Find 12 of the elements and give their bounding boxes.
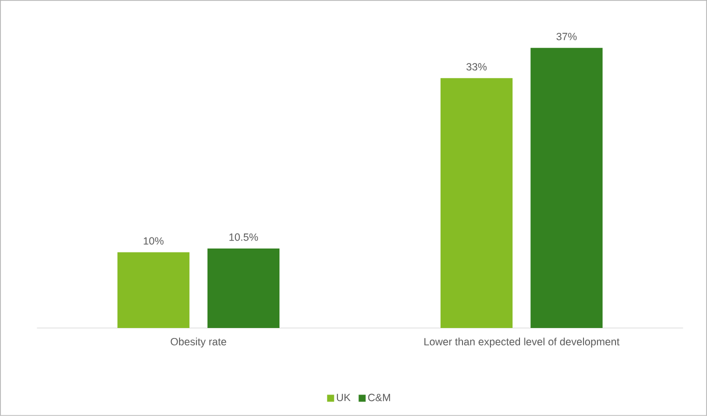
legend-label: UK	[336, 394, 351, 402]
data-label: 10%	[144, 237, 164, 245]
data-label: 37%	[556, 32, 577, 40]
legend-label: C&M	[368, 394, 390, 402]
bar	[440, 78, 513, 328]
bar	[207, 248, 280, 328]
x-tick-label: Lower than expected level of development	[424, 338, 620, 348]
bar	[530, 48, 603, 328]
bar	[117, 252, 190, 328]
data-label: 10.5%	[229, 233, 258, 241]
data-label: 33%	[466, 63, 487, 71]
x-tick-label: Obesity rate	[170, 338, 226, 348]
